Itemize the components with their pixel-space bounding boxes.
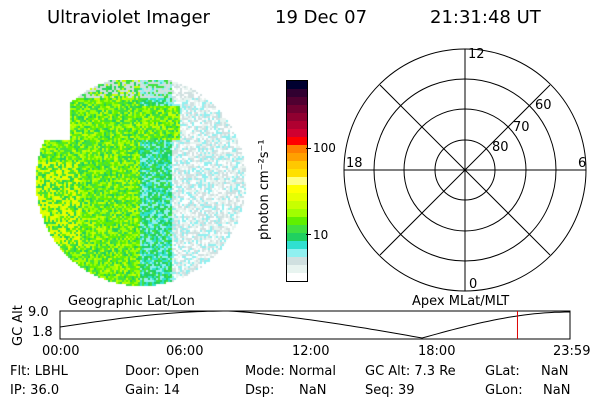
colorbar-band-19 — [287, 233, 307, 241]
colorbar-band-17 — [287, 217, 307, 225]
timeline-ymax: 9.0 — [28, 305, 49, 320]
time-label: 21:31:48 UT — [430, 7, 541, 28]
gain-status: Gain: 14 — [125, 383, 180, 398]
colorbar-band-4 — [287, 113, 307, 121]
geo-title: Geographic Lat/Lon — [68, 294, 195, 309]
ip-status: IP: 36.0 — [10, 383, 60, 398]
colorbar-band-13 — [287, 185, 307, 193]
glon-label: GLon: — [485, 383, 523, 398]
mlt-label-6: 6 — [578, 156, 587, 171]
colorbar-band-2 — [287, 97, 307, 105]
colorbar-band-3 — [287, 105, 307, 113]
colorbar-band-14 — [287, 193, 307, 201]
colorbar-tick-100: 100 — [313, 141, 336, 155]
colorbar-band-23 — [287, 265, 307, 273]
colorbar-band-22 — [287, 257, 307, 265]
glat-value: NaN — [541, 364, 569, 379]
colorbar-band-15 — [287, 201, 307, 209]
timeline-ymin: 1.8 — [32, 325, 53, 340]
colorbar-band-0 — [287, 81, 307, 89]
seq-status: Seq: 39 — [365, 383, 415, 398]
date-label: 19 Dec 07 — [275, 7, 368, 28]
glon-value: NaN — [543, 383, 571, 398]
colorbar-band-7 — [287, 137, 307, 145]
mlt-diagonal-2 — [379, 84, 551, 256]
colorbar-band-20 — [287, 241, 307, 249]
mlt-label-18: 18 — [346, 156, 363, 171]
x-tick-3: 18:00 — [418, 344, 456, 359]
glat-label: GLat: — [485, 364, 520, 379]
apex-title: Apex MLat/MLT — [412, 294, 510, 309]
gc-alt-status: GC Alt: 7.3 Re — [365, 364, 456, 379]
door-status: Door: Open — [125, 364, 200, 379]
colorbar-band-21 — [287, 249, 307, 257]
dsp-label: Dsp: — [245, 383, 275, 398]
lat-label-80: 80 — [492, 140, 509, 155]
altitude-curve — [59, 310, 570, 339]
x-tick-2: 12:00 — [292, 344, 330, 359]
x-tick-4: 23:59 — [553, 344, 591, 359]
mlt-label-0: 0 — [469, 277, 478, 292]
dsp-value: NaN — [299, 383, 327, 398]
colorbar-band-6 — [287, 129, 307, 137]
colorbar-band-9 — [287, 153, 307, 161]
mode-status: Mode: Normal — [245, 364, 336, 379]
lat-label-70: 70 — [513, 120, 530, 135]
colorbar-band-12 — [287, 177, 307, 185]
x-tick-1: 06:00 — [166, 344, 204, 359]
lat-label-60: 60 — [535, 98, 552, 113]
colorbar — [286, 80, 308, 282]
filter-status: Flt: LBHL — [10, 364, 68, 379]
colorbar-band-5 — [287, 121, 307, 129]
colorbar-tick-10: 10 — [313, 228, 329, 242]
colorbar-band-11 — [287, 169, 307, 177]
colorbar-band-18 — [287, 225, 307, 233]
colorbar-band-1 — [287, 89, 307, 97]
instrument-title: Ultraviolet Imager — [47, 7, 210, 28]
mlt-label-12: 12 — [468, 47, 485, 62]
colorbar-band-10 — [287, 161, 307, 169]
auroral-image — [20, 80, 260, 300]
colorbar-band-8 — [287, 145, 307, 153]
x-tick-0: 00:00 — [42, 344, 80, 359]
colorbar-band-16 — [287, 209, 307, 217]
colorbar-band-24 — [287, 273, 307, 281]
